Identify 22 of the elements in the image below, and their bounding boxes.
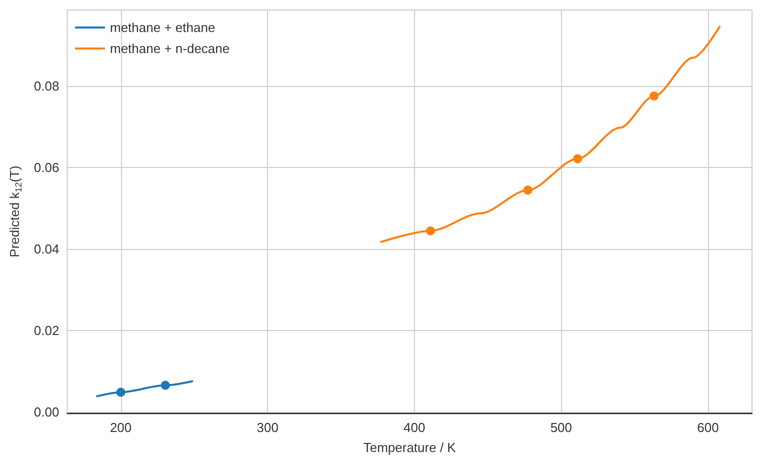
x-tick-label: 600	[697, 420, 719, 435]
point	[160, 380, 170, 390]
point	[573, 154, 582, 164]
line-series	[380, 26, 721, 243]
x-axis-title: Temperature / K	[363, 440, 456, 455]
line-series	[96, 380, 194, 398]
y-tick-label: 0.06	[34, 160, 60, 176]
legend-label: methane + ethane	[110, 20, 216, 35]
y-tick-label: 0.04	[34, 242, 60, 257]
point	[116, 388, 126, 397]
point	[426, 226, 436, 236]
x-tick-label: 400	[404, 420, 426, 435]
x-tick-label: 500	[550, 420, 572, 435]
y-axis-title: Predicted k12(T)	[7, 166, 24, 258]
y-tick-label: 0.00	[34, 404, 60, 420]
y-tick-label: 0.08	[34, 78, 60, 94]
point	[523, 186, 532, 195]
x-tick-label: 300	[256, 420, 278, 435]
x-tick-label: 200	[110, 420, 132, 435]
y-tick-label: 0.02	[34, 323, 60, 338]
point	[650, 91, 659, 100]
legend-label: methane + n-decane	[110, 41, 230, 56]
